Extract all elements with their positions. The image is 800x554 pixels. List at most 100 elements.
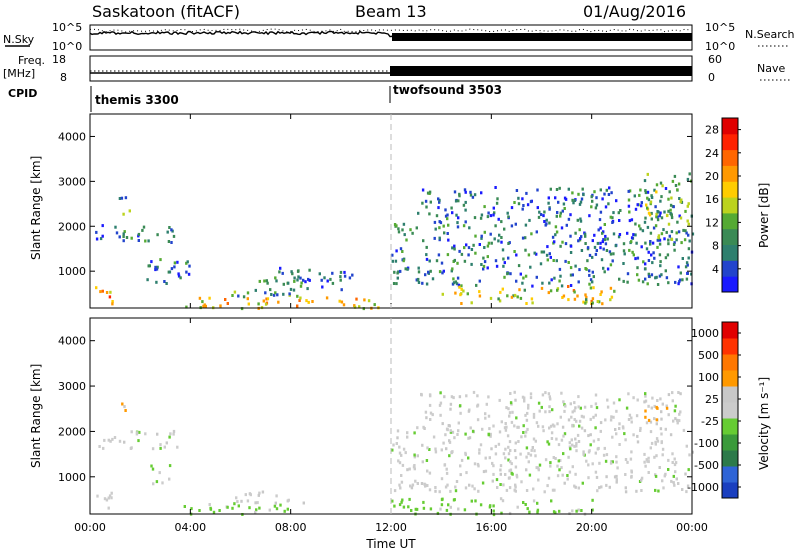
heatmap-cell bbox=[650, 211, 653, 215]
heatmap-cell bbox=[628, 210, 631, 214]
heatmap-cell bbox=[664, 256, 668, 260]
heatmap-cell bbox=[258, 279, 261, 283]
heatmap-cell bbox=[499, 497, 503, 501]
heatmap-cell bbox=[612, 401, 616, 405]
heatmap-cell bbox=[537, 215, 541, 219]
heatmap-cell bbox=[647, 404, 650, 408]
heatmap-cell bbox=[673, 463, 677, 467]
heatmap-cell bbox=[681, 488, 684, 491]
heatmap-cell bbox=[135, 432, 139, 436]
heatmap-cell bbox=[426, 191, 430, 195]
heatmap-cell bbox=[676, 188, 679, 192]
heatmap-cell bbox=[484, 469, 488, 473]
heatmap-cell bbox=[526, 203, 530, 207]
heatmap-cell bbox=[449, 505, 452, 509]
heatmap-cell bbox=[277, 300, 280, 304]
heatmap-cell bbox=[579, 200, 583, 204]
heatmap-cell bbox=[547, 442, 551, 446]
heatmap-cell bbox=[660, 417, 663, 421]
heatmap-cell bbox=[110, 491, 113, 495]
heatmap-cell bbox=[308, 278, 311, 282]
heatmap-cell bbox=[454, 291, 457, 295]
heatmap-cell bbox=[584, 293, 587, 297]
heatmap-cell bbox=[630, 469, 633, 473]
heatmap-cell bbox=[490, 447, 493, 451]
heatmap-cell bbox=[444, 214, 448, 218]
heatmap-cell bbox=[500, 220, 503, 224]
heatmap-cell bbox=[665, 406, 669, 410]
heatmap-cell bbox=[562, 434, 565, 438]
heatmap-cell bbox=[536, 508, 540, 512]
heatmap-cell bbox=[128, 209, 131, 213]
heatmap-cell bbox=[687, 256, 690, 260]
heatmap-cell bbox=[659, 260, 662, 264]
heatmap-cell bbox=[111, 302, 114, 306]
heatmap-cell bbox=[599, 246, 602, 250]
heatmap-cell bbox=[687, 233, 690, 237]
heatmap-cell bbox=[398, 461, 402, 465]
heatmap-cell bbox=[663, 237, 666, 241]
heatmap-cell bbox=[338, 299, 341, 303]
heatmap-cell bbox=[510, 206, 514, 210]
heatmap-cell bbox=[456, 225, 460, 229]
heatmap-cell bbox=[598, 461, 601, 465]
heatmap-cell bbox=[657, 234, 661, 238]
heatmap-cell bbox=[627, 204, 631, 208]
heatmap-cell bbox=[459, 404, 462, 408]
heatmap-cell bbox=[170, 228, 173, 232]
heatmap-cell bbox=[170, 267, 174, 271]
heatmap-cell bbox=[615, 474, 618, 478]
heatmap-cell bbox=[508, 476, 511, 480]
heatmap-cell bbox=[598, 486, 601, 490]
heatmap-cell bbox=[367, 299, 371, 303]
heatmap-cell bbox=[444, 433, 447, 437]
heatmap-cell bbox=[428, 471, 432, 475]
heatmap-cell bbox=[538, 409, 541, 413]
heatmap-cell bbox=[647, 198, 651, 202]
heatmap-cell bbox=[535, 275, 538, 279]
heatmap-cell bbox=[410, 509, 413, 512]
heatmap-cell bbox=[463, 259, 467, 263]
heatmap-cell bbox=[688, 239, 691, 243]
heatmap-cell bbox=[507, 242, 510, 245]
heatmap-cell bbox=[421, 188, 425, 192]
heatmap-cell bbox=[417, 211, 420, 215]
colorbar-tick-label: 1000 bbox=[691, 327, 719, 340]
heatmap-cell bbox=[190, 507, 193, 511]
heatmap-cell bbox=[626, 231, 629, 235]
heatmap-cell bbox=[502, 483, 505, 487]
heatmap-cell bbox=[265, 297, 268, 301]
heatmap-cell bbox=[549, 424, 553, 428]
heatmap-cell bbox=[520, 480, 523, 484]
heatmap-cell bbox=[460, 284, 463, 288]
heatmap-cell bbox=[615, 199, 618, 203]
heatmap-cell bbox=[468, 483, 471, 487]
heatmap-cell bbox=[586, 246, 590, 250]
heatmap-cell bbox=[536, 501, 539, 505]
heatmap-cell bbox=[505, 406, 508, 410]
heatmap-cell bbox=[646, 459, 649, 463]
heatmap-cell bbox=[290, 270, 293, 274]
heatmap-cell bbox=[463, 188, 467, 192]
heatmap-cell bbox=[103, 438, 106, 442]
heatmap-cell bbox=[624, 473, 627, 476]
cpid-mode-1: themis 3300 bbox=[95, 93, 179, 107]
heatmap-cell bbox=[152, 482, 155, 486]
heatmap-cell bbox=[468, 436, 472, 440]
heatmap-cell bbox=[627, 418, 631, 421]
colorbar-tick-label: -25 bbox=[701, 415, 719, 428]
heatmap-cell bbox=[632, 433, 635, 437]
heatmap-cell bbox=[448, 439, 451, 443]
heatmap-cell bbox=[671, 391, 674, 395]
heatmap-cell bbox=[644, 262, 647, 266]
heatmap-cell bbox=[580, 509, 583, 512]
heatmap-cell bbox=[655, 437, 659, 441]
heatmap-cell bbox=[413, 453, 416, 457]
y-tick-label: 1000 bbox=[58, 265, 86, 278]
heatmap-cell bbox=[667, 458, 670, 462]
heatmap-cell bbox=[519, 296, 523, 300]
heatmap-cell bbox=[123, 230, 126, 234]
noise-panel: N.Sky 10^5 10^0 10^5 10^0 N.Search bbox=[3, 21, 795, 53]
heatmap-cell bbox=[439, 507, 442, 511]
heatmap-cell bbox=[414, 479, 417, 483]
